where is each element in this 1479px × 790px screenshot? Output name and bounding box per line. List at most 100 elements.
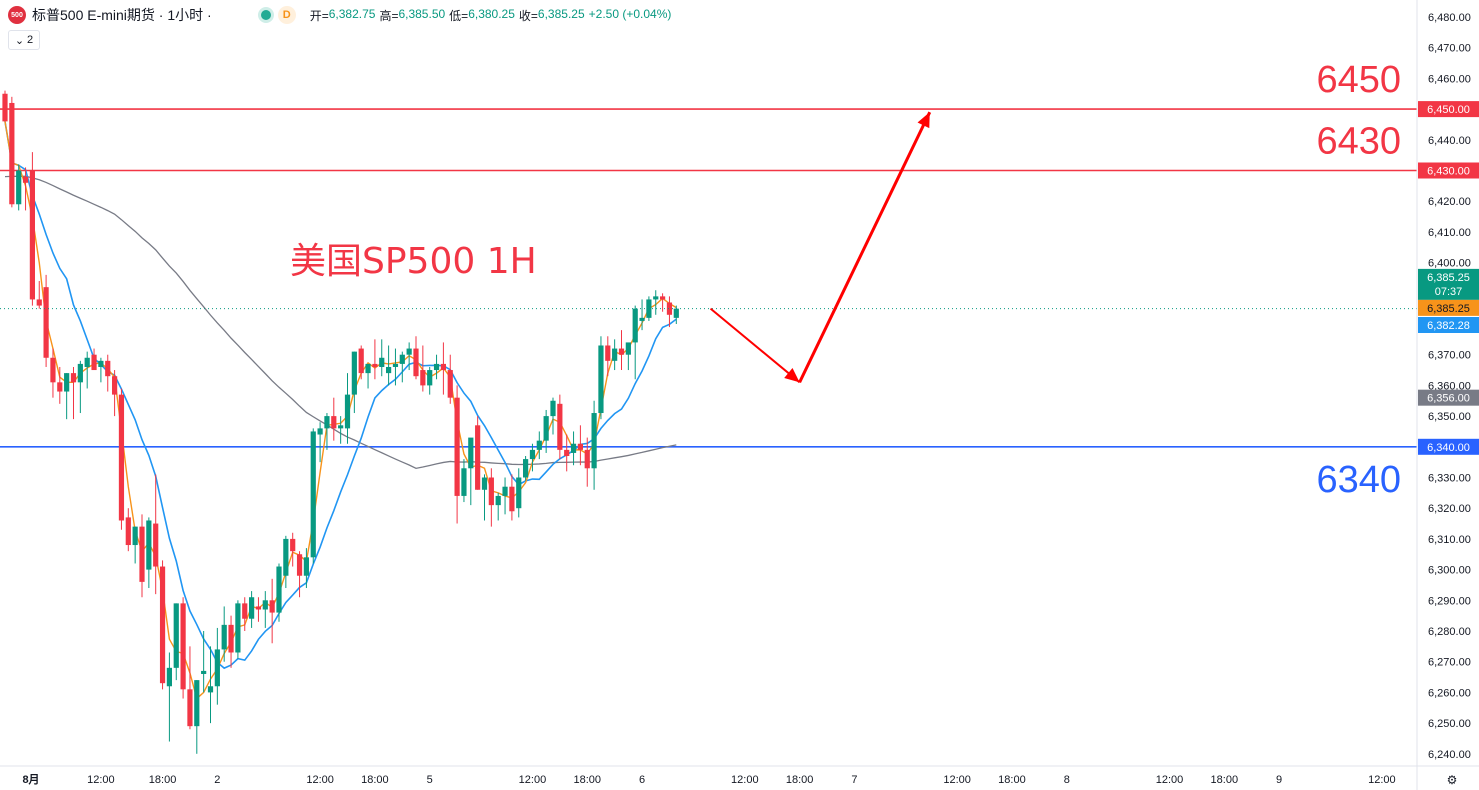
candle[interactable] bbox=[146, 517, 152, 589]
candle[interactable] bbox=[166, 652, 172, 742]
candle[interactable] bbox=[159, 560, 166, 690]
candle[interactable] bbox=[242, 597, 248, 631]
candle[interactable] bbox=[591, 400, 597, 490]
candle[interactable] bbox=[255, 597, 262, 622]
candle[interactable] bbox=[399, 351, 405, 383]
candle[interactable] bbox=[488, 468, 494, 527]
candle[interactable] bbox=[57, 366, 63, 404]
candle[interactable] bbox=[605, 336, 611, 377]
candle[interactable] bbox=[16, 164, 22, 211]
plot-area[interactable]: 6450 6430 6340 美国SP500 1H bbox=[0, 59, 1417, 754]
candle[interactable] bbox=[303, 548, 309, 589]
candle[interactable] bbox=[433, 354, 440, 380]
candle[interactable] bbox=[509, 474, 515, 521]
candle[interactable] bbox=[660, 293, 666, 312]
candle[interactable] bbox=[290, 532, 296, 567]
candle[interactable] bbox=[283, 535, 289, 589]
candle[interactable] bbox=[84, 351, 90, 389]
candle[interactable] bbox=[344, 373, 351, 444]
candle[interactable] bbox=[50, 348, 56, 398]
candle[interactable] bbox=[296, 551, 303, 598]
candle[interactable] bbox=[64, 373, 70, 420]
candle[interactable] bbox=[447, 354, 453, 404]
candle[interactable] bbox=[420, 345, 426, 392]
candle[interactable] bbox=[413, 336, 419, 380]
candle[interactable] bbox=[207, 646, 214, 724]
candle[interactable] bbox=[139, 514, 145, 598]
candle[interactable] bbox=[639, 299, 645, 331]
candle[interactable] bbox=[221, 606, 227, 662]
candle[interactable] bbox=[372, 339, 378, 380]
candle[interactable] bbox=[543, 409, 549, 453]
candle[interactable] bbox=[427, 366, 433, 395]
candle[interactable] bbox=[468, 437, 474, 506]
candle[interactable] bbox=[557, 394, 563, 460]
candle[interactable] bbox=[577, 425, 583, 466]
candle[interactable] bbox=[118, 388, 125, 530]
candle[interactable] bbox=[214, 627, 220, 705]
candle[interactable] bbox=[180, 597, 186, 699]
candle[interactable] bbox=[125, 508, 131, 552]
candle[interactable] bbox=[392, 348, 399, 386]
candle[interactable] bbox=[310, 428, 316, 564]
candle[interactable] bbox=[358, 345, 364, 380]
market-status-icon[interactable] bbox=[257, 7, 274, 23]
candle[interactable] bbox=[475, 416, 481, 490]
candle[interactable] bbox=[598, 336, 604, 420]
candle[interactable] bbox=[481, 474, 488, 521]
candle[interactable] bbox=[269, 578, 275, 644]
candle[interactable] bbox=[105, 354, 111, 392]
candle[interactable] bbox=[618, 330, 625, 371]
time-axis[interactable]: 8月 12:00 18:00 2 12:00 18:00 5 12:00 18:00 6 12:00… bbox=[0, 765, 1479, 787]
candle[interactable] bbox=[276, 563, 282, 622]
candle[interactable] bbox=[461, 459, 467, 503]
candle[interactable] bbox=[331, 397, 337, 441]
candle[interactable] bbox=[249, 591, 255, 628]
candle[interactable] bbox=[550, 397, 556, 435]
candle[interactable] bbox=[612, 339, 618, 371]
candle[interactable] bbox=[406, 342, 412, 371]
candle[interactable] bbox=[153, 474, 159, 595]
candle[interactable] bbox=[98, 357, 104, 383]
candle[interactable] bbox=[29, 152, 35, 306]
candle[interactable] bbox=[262, 591, 268, 628]
candle[interactable] bbox=[187, 646, 193, 730]
candle[interactable] bbox=[317, 422, 323, 463]
symbol-logo-icon[interactable]: 500 bbox=[8, 6, 26, 24]
candle[interactable] bbox=[22, 167, 29, 211]
candle[interactable] bbox=[77, 360, 83, 414]
candle[interactable] bbox=[194, 680, 200, 754]
candle[interactable] bbox=[666, 296, 673, 328]
candle[interactable] bbox=[2, 90, 8, 122]
candle[interactable] bbox=[338, 416, 344, 444]
candle[interactable] bbox=[351, 351, 357, 414]
candle[interactable] bbox=[379, 339, 385, 377]
candle[interactable] bbox=[365, 363, 371, 389]
candle[interactable] bbox=[653, 290, 659, 315]
candle[interactable] bbox=[570, 431, 577, 466]
candle[interactable] bbox=[324, 413, 330, 450]
candle[interactable] bbox=[495, 492, 501, 521]
gear-icon[interactable]: ⚙ bbox=[1447, 773, 1458, 787]
candle[interactable] bbox=[9, 96, 15, 208]
candle[interactable] bbox=[523, 456, 529, 481]
candle[interactable] bbox=[235, 600, 241, 659]
candle[interactable] bbox=[386, 345, 392, 386]
candle[interactable] bbox=[91, 348, 97, 371]
indicators-collapse-button[interactable]: ⌄ 2 bbox=[8, 30, 40, 50]
candle[interactable] bbox=[564, 434, 570, 472]
candle[interactable] bbox=[43, 274, 49, 367]
candle[interactable] bbox=[454, 385, 460, 524]
candle[interactable] bbox=[112, 370, 118, 417]
candle[interactable] bbox=[36, 281, 42, 309]
delayed-data-badge[interactable]: D bbox=[277, 6, 296, 24]
candle[interactable] bbox=[516, 468, 522, 518]
candle[interactable] bbox=[201, 631, 207, 693]
symbol-title[interactable]: 标普500 E-mini期货 · 1小时 · bbox=[32, 7, 212, 23]
candle[interactable] bbox=[502, 477, 508, 515]
candle[interactable] bbox=[173, 603, 179, 681]
candle[interactable] bbox=[536, 431, 542, 460]
candle[interactable] bbox=[440, 342, 446, 395]
candle[interactable] bbox=[529, 443, 536, 472]
